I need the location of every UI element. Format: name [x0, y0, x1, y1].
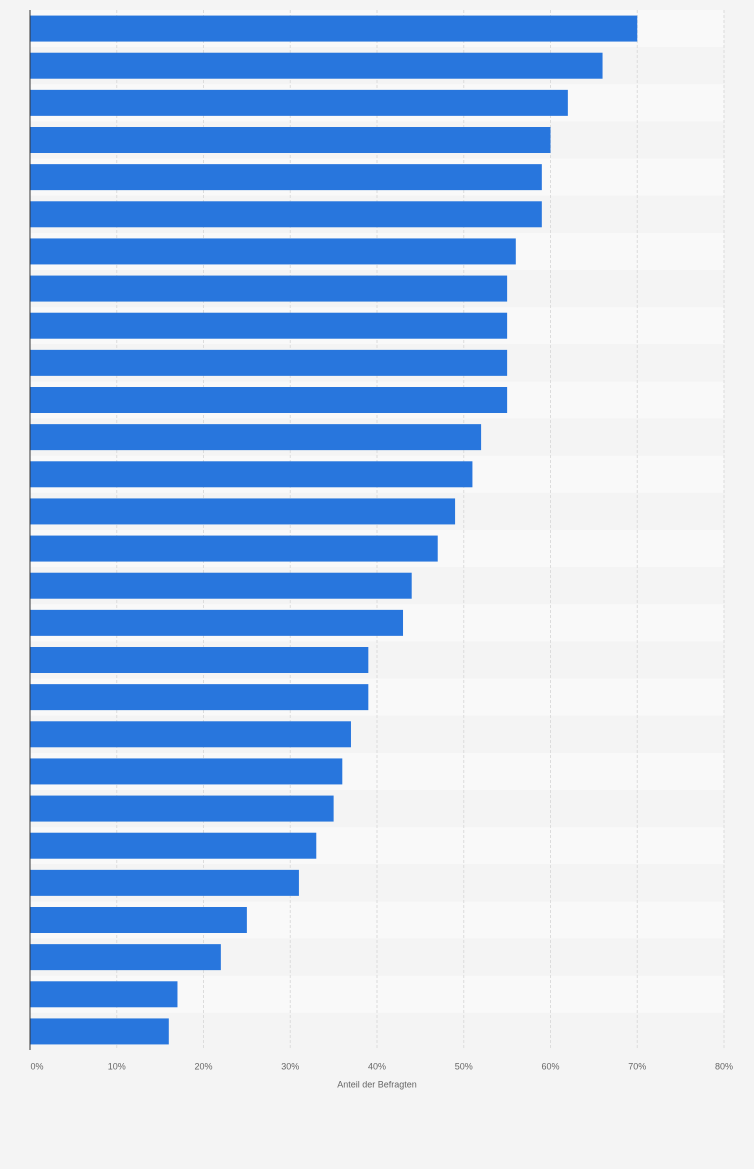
bar	[30, 832, 317, 859]
bar	[30, 312, 508, 339]
bar	[30, 1018, 169, 1045]
x-tick-label: 50%	[455, 1061, 473, 1071]
bar	[30, 424, 482, 451]
bar	[30, 981, 178, 1008]
bar	[30, 275, 508, 302]
bar	[30, 498, 456, 525]
bar	[30, 52, 603, 79]
x-tick-label: 20%	[194, 1061, 212, 1071]
bar	[30, 758, 343, 785]
x-tick-label: 60%	[541, 1061, 559, 1071]
bar	[30, 721, 351, 748]
bar	[30, 349, 508, 376]
bar	[30, 609, 404, 636]
bar	[30, 647, 369, 673]
bar	[30, 15, 638, 42]
bar	[30, 387, 508, 413]
bar	[30, 907, 247, 933]
bar	[30, 869, 299, 896]
bar	[30, 684, 369, 711]
x-tick-label: 0%	[30, 1061, 43, 1071]
x-axis-title: Anteil der Befragten	[337, 1079, 417, 1089]
bar	[30, 164, 542, 191]
bar	[30, 127, 551, 153]
x-tick-label: 80%	[715, 1061, 733, 1071]
bar	[30, 944, 221, 971]
bar	[30, 572, 412, 599]
bar	[30, 89, 568, 116]
bar	[30, 461, 473, 488]
x-tick-label: 40%	[368, 1061, 386, 1071]
x-tick-label: 30%	[281, 1061, 299, 1071]
x-tick-label: 70%	[628, 1061, 646, 1071]
bar	[30, 201, 542, 228]
bar	[30, 238, 516, 265]
bar	[30, 535, 438, 562]
bar	[30, 795, 334, 822]
x-tick-label: 10%	[108, 1061, 126, 1071]
